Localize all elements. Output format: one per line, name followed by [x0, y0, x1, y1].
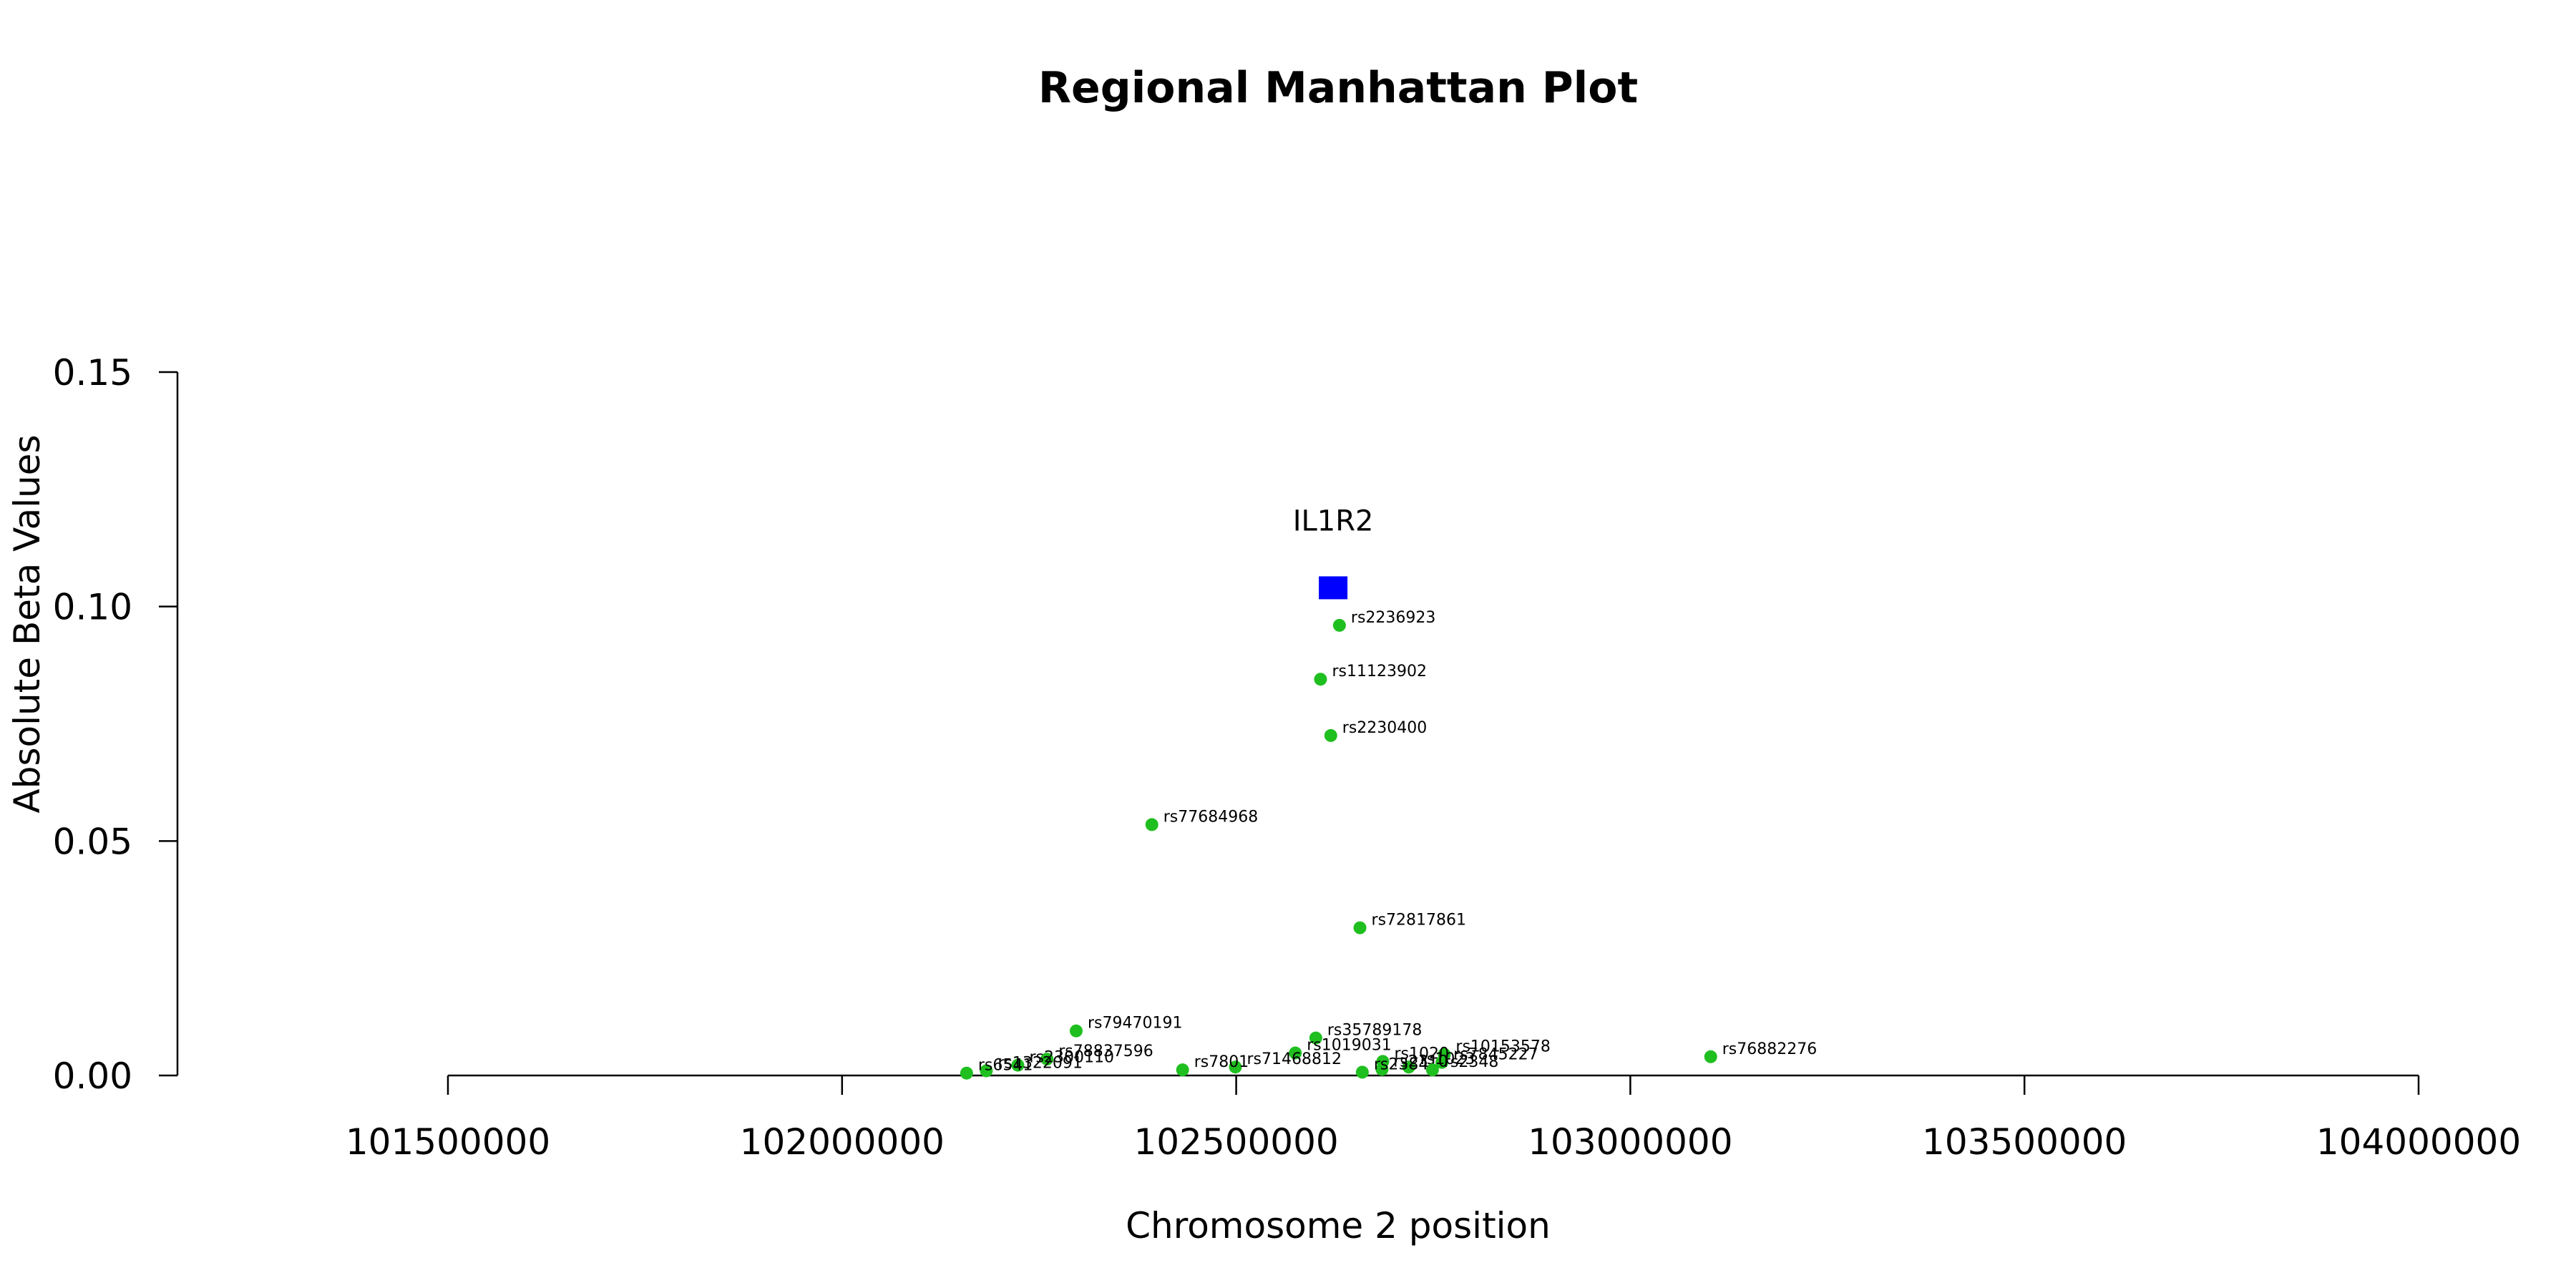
y-axis: 0.00 0.05 0.10 0.15 — [53, 352, 179, 1097]
snp-label: rs35789178 — [1327, 1022, 1422, 1040]
snp-point — [1040, 1053, 1054, 1066]
snp-point — [980, 1064, 993, 1078]
snp-point — [1309, 1031, 1322, 1045]
snp-label: rs10153578 — [1455, 1038, 1550, 1056]
data-points: IL1R2 rs2236923 rs11123902 rs2230400 rs77684… — [960, 504, 1817, 1080]
gene-marker — [1319, 576, 1348, 600]
x-axis: 101500000 102000000 102500000 103000000 1035… — [346, 1074, 2521, 1163]
snp-label: rs2384 — [1374, 1055, 1429, 1073]
x-tick-label: 102000000 — [740, 1121, 945, 1163]
y-tick-label: 0.00 — [53, 1055, 132, 1097]
y-tick-label: 0.10 — [53, 587, 132, 628]
x-tick-label: 103000000 — [1528, 1121, 1732, 1163]
chart-title: Regional Manhattan Plot — [1038, 63, 1638, 113]
snp-point — [1402, 1060, 1415, 1074]
snp-label: rs2236923 — [1351, 609, 1436, 627]
snp-point — [1229, 1060, 1242, 1074]
snp-label: rs7801 — [1194, 1053, 1249, 1071]
y-axis-label: Absolute Beta Values — [6, 435, 48, 814]
snp-label: rs71468812 — [1246, 1050, 1341, 1068]
snp-label: rs2348 — [1444, 1053, 1499, 1071]
snp-label: rs2230400 — [1342, 719, 1428, 737]
snp-label: rs2310 — [1393, 1053, 1448, 1070]
snp-point — [1324, 728, 1337, 742]
snp-label: rs11123902 — [1332, 663, 1426, 680]
y-tick-label: 0.05 — [53, 821, 132, 862]
snp-label: rs77684968 — [1163, 808, 1258, 826]
snp-point — [1375, 1063, 1389, 1076]
snp-label: rs79470191 — [1088, 1015, 1182, 1033]
snp-label: rs6541 — [978, 1057, 1033, 1075]
x-tick-label: 101500000 — [346, 1121, 550, 1163]
gene-label: IL1R2 — [1293, 504, 1374, 537]
snp-label: rs1019031 — [1307, 1037, 1392, 1055]
snp-point — [1353, 921, 1367, 935]
snp-point — [1425, 1063, 1439, 1077]
snp-point — [1332, 618, 1346, 632]
snp-point — [1289, 1046, 1302, 1060]
snp-point — [1435, 1055, 1449, 1069]
snp-point — [1176, 1063, 1189, 1077]
snp-point — [1314, 673, 1327, 686]
x-axis-label: Chromosome 2 position — [1126, 1205, 1551, 1246]
snp-label: rs76882276 — [1722, 1040, 1817, 1058]
snp-label: rs72817861 — [1372, 912, 1466, 930]
x-tick-label: 103500000 — [1922, 1121, 2127, 1163]
snp-label: rs78837596 — [1058, 1043, 1153, 1060]
snp-point — [1069, 1024, 1083, 1038]
x-tick-label: 102500000 — [1133, 1121, 1338, 1163]
snp-point — [1145, 818, 1158, 831]
snp-point — [960, 1066, 973, 1080]
snp-point — [1704, 1050, 1717, 1063]
snp-point — [1011, 1058, 1025, 1072]
x-tick-label: 104000000 — [2316, 1121, 2521, 1163]
y-tick-label: 0.15 — [53, 352, 132, 394]
snp-label: rs1322091 — [997, 1054, 1083, 1072]
snp-point — [1355, 1065, 1369, 1079]
snp-label: rs7845227 — [1453, 1046, 1538, 1064]
snp-label: rs2300110 — [1029, 1049, 1114, 1067]
